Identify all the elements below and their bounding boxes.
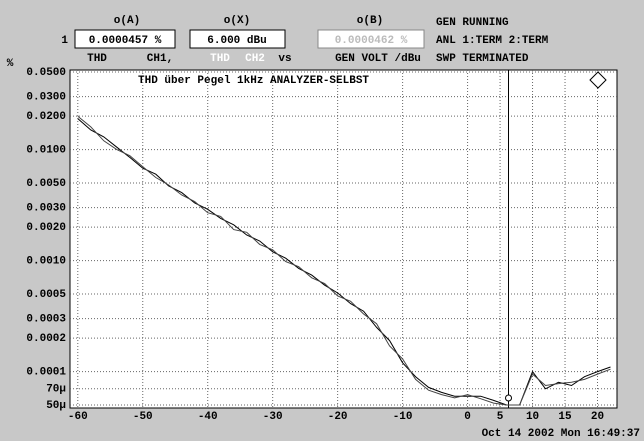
x-tick-label: 20	[591, 411, 604, 423]
column-head: o(B)	[357, 15, 383, 27]
y-tick-label: 0.0020	[26, 222, 66, 234]
reading: 0.0000462 %	[335, 35, 408, 47]
chart-title: THD über Pegel 1kHz ANALYZER-SELBST	[138, 75, 369, 87]
trace-label: CH1,	[147, 53, 173, 65]
trace-label: GEN VOLT /dBu	[335, 53, 421, 65]
status: GEN RUNNING	[436, 17, 509, 29]
reading: 0.0000457 %	[89, 35, 162, 47]
trace-label: vs	[278, 53, 291, 65]
y-tick-label: 70µ	[46, 384, 66, 396]
plot-area	[69, 69, 618, 409]
column-head: o(X)	[224, 15, 250, 27]
x-tick-label: -50	[133, 411, 153, 423]
y-tick-label: 0.0002	[26, 333, 66, 345]
y-tick-label: 0.0200	[26, 111, 66, 123]
reading-box	[189, 29, 286, 49]
y-tick-label: 0.0005	[26, 289, 66, 301]
y-tick-label: 0.0003	[26, 314, 66, 326]
plot: 0.0500 0.0300 0.0200 0.0100 0.0050 0.0030 0.00…	[26, 67, 617, 423]
unit-label: %	[7, 58, 14, 70]
x-tick-label: -30	[263, 411, 283, 423]
y-tick-label: 0.0001	[26, 366, 66, 378]
x-tick-label: -40	[198, 411, 218, 423]
y-tick-label: 0.0100	[26, 144, 66, 156]
status: ANL 1:TERM 2:TERM	[436, 35, 549, 47]
y-tick-label: 50µ	[46, 400, 66, 412]
trace-label: CH2	[245, 53, 265, 65]
timestamp: Oct 14 2002 Mon 16:49:37	[482, 428, 640, 440]
trace-label: THD	[210, 53, 230, 65]
x-tick-label: 5	[497, 411, 504, 423]
reading-box	[317, 29, 425, 49]
y-tick-label: 0.0010	[26, 255, 66, 267]
x-tick-label: 0	[464, 411, 471, 423]
trace	[77, 115, 611, 406]
y-tick-label: 0.0300	[26, 92, 66, 104]
x-tick-label: 10	[526, 411, 539, 423]
x-tick-label: -10	[393, 411, 413, 423]
x-tick-label: -60	[68, 411, 88, 423]
trace-label: THD	[87, 53, 107, 65]
x-tick-label: 15	[558, 411, 572, 423]
y-tick-label: 0.0030	[26, 203, 66, 215]
reading: 6.000 dBu	[207, 35, 266, 47]
reading-box	[74, 29, 176, 49]
x-tick-label: -20	[328, 411, 348, 423]
y-tick-label: 0.0050	[26, 178, 66, 190]
y-tick-label: 0.0500	[26, 67, 66, 79]
row-label: 1	[61, 35, 68, 47]
logo	[589, 71, 607, 89]
status: SWP TERMINATED	[436, 53, 529, 65]
column-head: o(A)	[114, 15, 140, 27]
cursor-marker	[505, 394, 513, 402]
